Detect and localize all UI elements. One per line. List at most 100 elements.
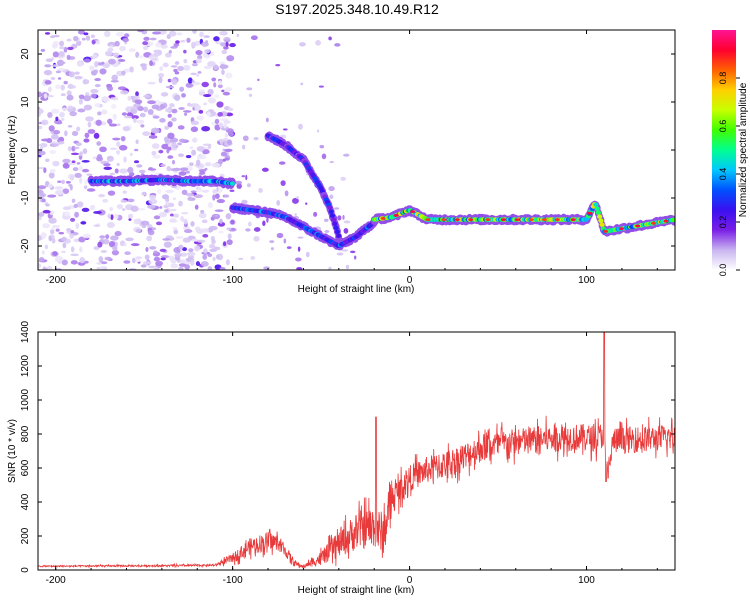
speckle — [167, 121, 173, 128]
speckle — [174, 252, 182, 258]
speckle — [220, 151, 228, 157]
speckle — [110, 235, 119, 241]
speckle — [191, 62, 198, 67]
snr-panel: -200 -100 0 100 0 200 400 600 800 1000 1200 1400 H… — [7, 320, 676, 596]
speckle — [101, 61, 105, 65]
trace-peak — [635, 224, 641, 228]
speckle — [101, 96, 111, 103]
speckle — [94, 83, 101, 88]
speckle — [192, 30, 197, 34]
speckle — [190, 41, 197, 48]
speckle — [149, 60, 153, 67]
speckle — [90, 88, 99, 94]
speckle — [214, 209, 224, 212]
speckle — [354, 255, 357, 260]
speckle — [39, 142, 48, 148]
speckle — [41, 119, 49, 126]
speckle — [131, 115, 139, 120]
speckle — [38, 263, 42, 269]
speckle — [90, 93, 97, 99]
speckle — [207, 61, 216, 67]
speckle — [51, 225, 60, 228]
speckle — [121, 70, 126, 76]
trace-core-blob — [599, 222, 605, 227]
speckle — [53, 40, 59, 47]
speckle — [39, 193, 47, 198]
trace-peak — [602, 229, 608, 233]
speckle — [147, 204, 156, 209]
y-tick-label: -20 — [20, 238, 31, 253]
speckle — [78, 165, 84, 172]
speckle — [202, 149, 210, 155]
speckle — [195, 261, 201, 267]
speckle — [109, 147, 118, 151]
speckle — [196, 73, 200, 77]
speckle — [81, 37, 86, 41]
speckle — [44, 244, 48, 250]
speckle — [43, 93, 48, 99]
speckle — [170, 263, 178, 269]
speckle — [181, 93, 186, 98]
speckle — [38, 212, 45, 217]
speckle — [186, 192, 195, 197]
speckle — [38, 216, 42, 221]
speckle — [133, 117, 137, 123]
trace-core-blob — [598, 218, 604, 223]
speckle — [186, 102, 192, 107]
speckle — [121, 199, 128, 203]
speckle — [201, 81, 209, 88]
colorbar-gradient — [712, 30, 736, 270]
speckle — [109, 172, 116, 176]
speckle — [226, 55, 235, 62]
speckle — [222, 91, 231, 96]
speckle — [241, 175, 246, 178]
speckle — [74, 211, 79, 218]
speckle — [57, 180, 62, 183]
speckle — [122, 126, 130, 132]
speckle — [142, 41, 149, 46]
speckle — [319, 144, 325, 149]
speckle — [242, 135, 249, 142]
speckle — [188, 248, 194, 253]
x-tick-label: 0 — [407, 275, 413, 286]
speckle — [160, 257, 166, 261]
speckle — [217, 111, 223, 117]
speckle — [276, 232, 284, 239]
speckle — [235, 180, 242, 185]
speckle — [151, 143, 160, 149]
speckle — [241, 199, 248, 205]
speckle — [223, 122, 227, 129]
speckle — [238, 257, 244, 260]
speckle — [209, 52, 215, 56]
speckle — [227, 139, 232, 145]
speckle — [53, 130, 61, 135]
snr-x-ticks: -200 -100 0 100 — [46, 332, 658, 586]
speckle — [169, 218, 177, 223]
speckle — [218, 80, 223, 86]
speckle — [67, 83, 74, 89]
speckle — [70, 152, 80, 156]
speckle — [207, 202, 214, 209]
speckle — [93, 132, 100, 139]
speckle — [318, 85, 324, 88]
speckle — [196, 187, 202, 193]
speckle — [211, 77, 217, 82]
speckle — [148, 198, 158, 205]
trace-core-blob — [328, 209, 334, 214]
speckle — [66, 38, 72, 42]
speckle — [212, 194, 216, 201]
speckle — [299, 42, 306, 47]
speckle — [178, 107, 185, 110]
speckle — [207, 143, 212, 150]
speckle — [180, 259, 186, 264]
y-tick-label: 10 — [20, 96, 31, 108]
speckle — [219, 61, 226, 65]
speckle — [67, 125, 73, 128]
speckle — [212, 189, 217, 194]
speckle — [114, 168, 119, 174]
speckle — [123, 156, 127, 163]
speckle — [48, 125, 55, 132]
speckle — [71, 130, 79, 137]
speckle — [54, 190, 64, 196]
speckle — [250, 256, 256, 260]
